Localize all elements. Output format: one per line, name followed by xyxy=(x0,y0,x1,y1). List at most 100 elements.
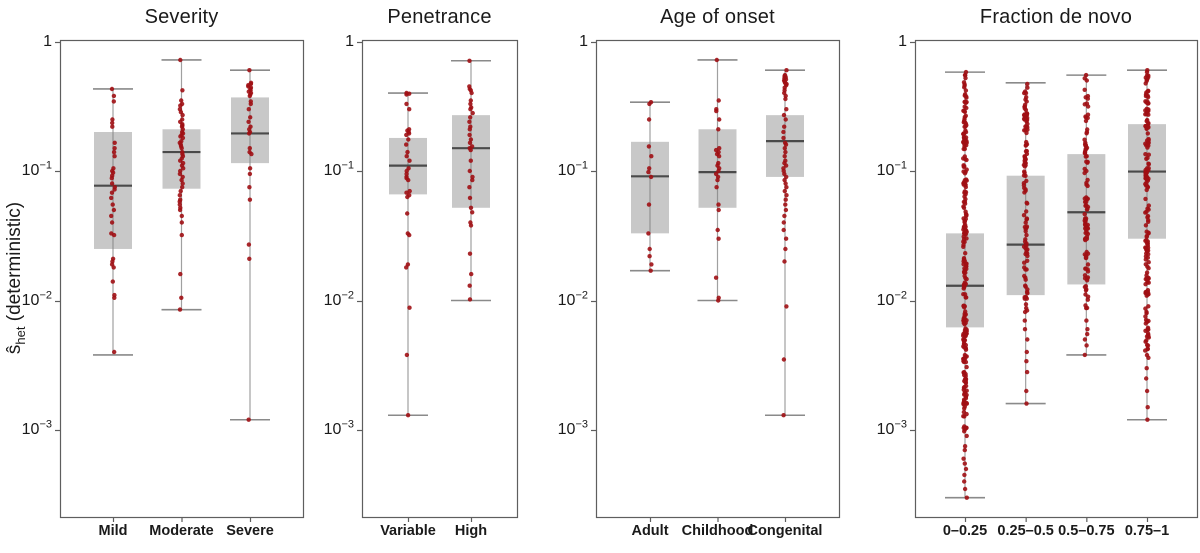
data-point xyxy=(964,295,969,300)
data-point xyxy=(1082,218,1087,223)
data-point xyxy=(1146,260,1151,265)
data-point xyxy=(963,396,969,401)
panel-title: Severity xyxy=(144,6,219,28)
data-point xyxy=(1144,229,1149,234)
data-point xyxy=(110,120,115,126)
data-point xyxy=(407,232,412,238)
data-point xyxy=(111,99,117,104)
data-point xyxy=(961,80,967,85)
data-point xyxy=(784,107,789,112)
data-point xyxy=(404,142,409,147)
data-point xyxy=(964,167,969,172)
data-point xyxy=(964,400,969,406)
data-point xyxy=(404,265,409,270)
data-point xyxy=(1023,226,1028,232)
data-point xyxy=(1021,183,1027,188)
data-point xyxy=(1023,209,1029,214)
data-point xyxy=(961,239,966,244)
data-point xyxy=(247,68,252,73)
box-group-0–0.25 xyxy=(945,69,985,500)
data-point xyxy=(467,119,472,125)
data-point xyxy=(1144,156,1149,161)
data-point xyxy=(1082,352,1088,358)
data-point xyxy=(1023,163,1028,168)
x-category-label: 0.75–1 xyxy=(1124,523,1170,539)
data-point xyxy=(110,124,115,129)
data-point xyxy=(1145,264,1150,269)
data-point xyxy=(1022,309,1028,315)
data-point xyxy=(1083,303,1088,308)
data-point xyxy=(962,429,967,434)
y-axis-label-subscript: het xyxy=(12,326,28,345)
box-group-Mild xyxy=(93,86,133,356)
data-point xyxy=(1143,223,1149,228)
data-point xyxy=(111,232,117,238)
data-point xyxy=(470,174,475,180)
data-point xyxy=(1024,248,1029,253)
data-point xyxy=(177,193,182,198)
data-point xyxy=(405,149,410,155)
y-tick-label: 10−2 xyxy=(323,289,354,309)
data-point xyxy=(646,231,651,236)
data-point xyxy=(962,266,967,271)
data-point xyxy=(1085,96,1091,101)
data-point xyxy=(1143,210,1148,215)
data-point xyxy=(1022,106,1027,111)
data-point xyxy=(405,194,410,200)
data-point xyxy=(1024,388,1029,394)
data-point xyxy=(649,262,654,267)
data-point xyxy=(715,177,720,183)
data-point xyxy=(1084,131,1089,136)
data-point xyxy=(178,271,183,277)
data-point xyxy=(1023,237,1028,242)
data-point xyxy=(782,259,787,264)
panel-frame xyxy=(361,39,519,519)
data-point xyxy=(247,256,252,261)
x-category-label: 0–0.25 xyxy=(942,523,988,539)
data-point xyxy=(1024,99,1029,104)
data-point xyxy=(110,117,115,122)
data-point xyxy=(177,207,183,213)
x-category-label: Moderate xyxy=(149,523,214,539)
data-point xyxy=(109,213,114,219)
data-point xyxy=(962,194,967,199)
panel-2 xyxy=(591,39,841,522)
data-point xyxy=(468,137,474,142)
data-point xyxy=(1144,352,1150,358)
data-point xyxy=(647,254,652,259)
data-point xyxy=(470,210,475,215)
data-point xyxy=(963,380,969,386)
data-point xyxy=(963,209,968,214)
data-point xyxy=(782,188,787,194)
data-point xyxy=(246,131,252,136)
data-point xyxy=(961,456,966,461)
data-point xyxy=(1144,73,1150,78)
panel-1 xyxy=(357,39,519,522)
data-point xyxy=(1143,339,1148,344)
box-group-Variable xyxy=(388,90,428,418)
data-point xyxy=(246,119,251,125)
data-point xyxy=(1145,343,1151,348)
data-point xyxy=(1085,327,1090,332)
data-point xyxy=(962,201,968,206)
data-point xyxy=(246,107,251,112)
data-point xyxy=(468,98,473,103)
data-point xyxy=(646,202,652,207)
data-point xyxy=(1083,230,1088,236)
data-point xyxy=(962,273,967,279)
data-point xyxy=(246,242,252,247)
data-point xyxy=(1145,89,1151,94)
data-point xyxy=(1024,216,1030,222)
data-point xyxy=(962,486,968,492)
data-point xyxy=(1146,121,1151,126)
data-point xyxy=(1083,143,1089,148)
data-point xyxy=(1024,359,1029,364)
data-point xyxy=(467,168,472,174)
box-group-0.5–0.75 xyxy=(1066,72,1107,358)
data-point xyxy=(784,185,789,190)
data-point xyxy=(468,223,474,228)
data-point xyxy=(716,127,721,132)
data-point xyxy=(1083,154,1089,159)
data-point xyxy=(109,190,115,195)
data-point xyxy=(1145,417,1150,422)
